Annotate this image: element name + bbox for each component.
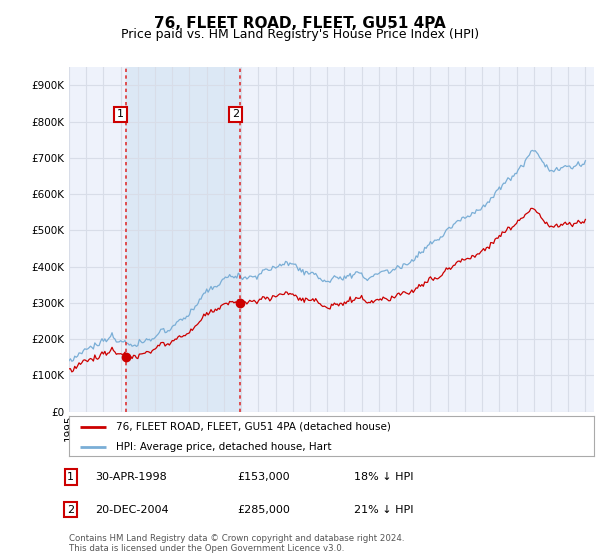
Text: 2: 2 [67, 505, 74, 515]
Text: 21% ↓ HPI: 21% ↓ HPI [354, 505, 413, 515]
Text: 76, FLEET ROAD, FLEET, GU51 4PA (detached house): 76, FLEET ROAD, FLEET, GU51 4PA (detache… [116, 422, 391, 432]
Text: Price paid vs. HM Land Registry's House Price Index (HPI): Price paid vs. HM Land Registry's House … [121, 28, 479, 41]
Text: 76, FLEET ROAD, FLEET, GU51 4PA: 76, FLEET ROAD, FLEET, GU51 4PA [154, 16, 446, 31]
Bar [125, 67, 241, 412]
Text: HPI: Average price, detached house, Hart: HPI: Average price, detached house, Hart [116, 442, 332, 452]
Text: £285,000: £285,000 [237, 505, 290, 515]
Text: Contains HM Land Registry data © Crown copyright and database right 2024.
This d: Contains HM Land Registry data © Crown c… [69, 534, 404, 553]
Text: 30-APR-1998: 30-APR-1998 [95, 472, 167, 482]
Text: 2: 2 [232, 109, 239, 119]
Text: 1: 1 [117, 109, 124, 119]
Text: £153,000: £153,000 [237, 472, 290, 482]
Text: 20-DEC-2004: 20-DEC-2004 [95, 505, 169, 515]
Text: 18% ↓ HPI: 18% ↓ HPI [354, 472, 413, 482]
Text: 1: 1 [67, 472, 74, 482]
